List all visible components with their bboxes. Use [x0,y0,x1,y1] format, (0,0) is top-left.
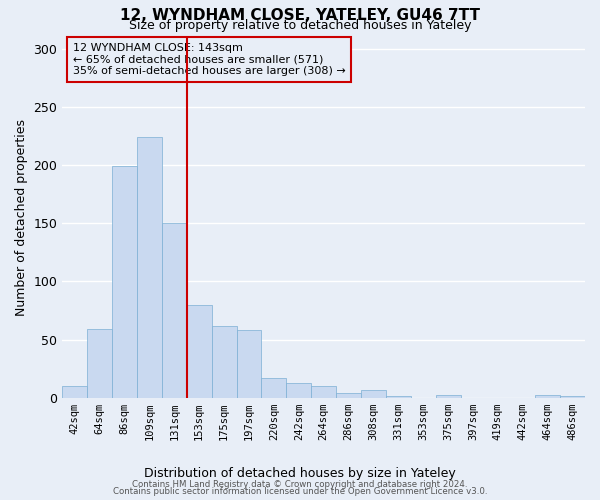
Bar [137,138,162,398]
Bar [336,393,361,398]
Bar [62,386,87,398]
Bar [187,304,212,398]
Bar [262,378,286,398]
Bar [311,386,336,398]
Bar [386,396,411,398]
Text: 12, WYNDHAM CLOSE, YATELEY, GU46 7TT: 12, WYNDHAM CLOSE, YATELEY, GU46 7TT [120,8,480,22]
Bar [162,224,187,398]
Bar [286,382,311,398]
Bar [436,396,461,398]
Bar [87,329,112,398]
Y-axis label: Number of detached properties: Number of detached properties [15,119,28,316]
Bar [560,396,585,398]
Text: 12 WYNDHAM CLOSE: 143sqm
← 65% of detached houses are smaller (571)
35% of semi-: 12 WYNDHAM CLOSE: 143sqm ← 65% of detach… [73,43,346,76]
Text: Contains public sector information licensed under the Open Government Licence v3: Contains public sector information licen… [113,487,487,496]
Bar [212,326,236,398]
Bar [361,390,386,398]
Bar [112,166,137,398]
Bar [236,330,262,398]
Text: Size of property relative to detached houses in Yateley: Size of property relative to detached ho… [129,19,471,32]
Bar [535,396,560,398]
Text: Contains HM Land Registry data © Crown copyright and database right 2024.: Contains HM Land Registry data © Crown c… [132,480,468,489]
Text: Distribution of detached houses by size in Yateley: Distribution of detached houses by size … [144,468,456,480]
